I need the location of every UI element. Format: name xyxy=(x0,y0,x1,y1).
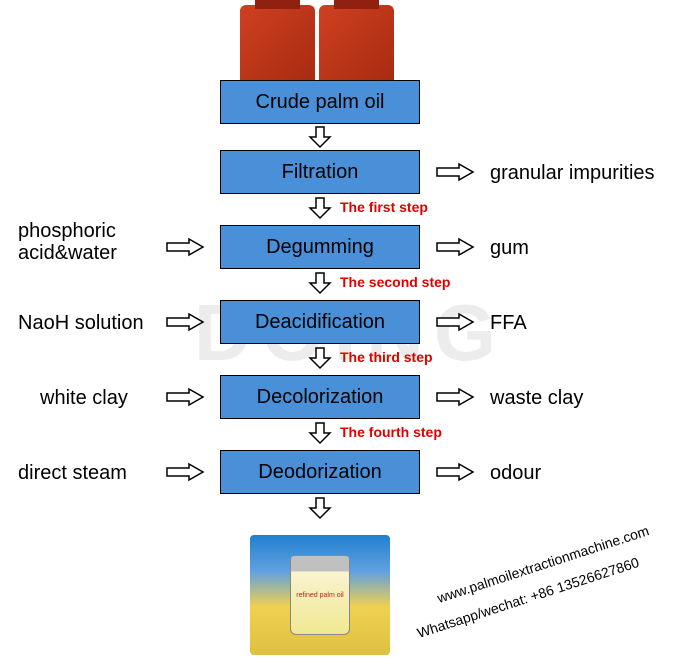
arrow-right-icon xyxy=(435,462,475,482)
step-label-1: The first step xyxy=(340,199,428,215)
box-degumming: Degumming xyxy=(220,225,420,269)
step-label-2: The second step xyxy=(340,274,450,290)
arrow-right-icon xyxy=(435,312,475,332)
arrow-right-icon xyxy=(165,387,205,407)
arrow-down-icon xyxy=(308,271,332,295)
step-label-3: The third step xyxy=(340,349,433,365)
input-phosphoric: phosphoric acid&water xyxy=(18,220,117,264)
arrow-right-icon xyxy=(435,162,475,182)
arrow-right-icon xyxy=(165,462,205,482)
arrow-down-icon xyxy=(308,421,332,445)
input-naoh: NaoH solution xyxy=(18,312,144,334)
arrow-down-icon xyxy=(308,346,332,370)
arrow-right-icon xyxy=(435,237,475,257)
input-white-clay: white clay xyxy=(40,387,128,409)
output-ffa: FFA xyxy=(490,312,527,334)
output-odour: odour xyxy=(490,462,541,484)
arrow-down-icon xyxy=(308,496,332,520)
jar-icon: refined palm oil xyxy=(290,555,350,635)
box-crude-palm-oil: Crude palm oil xyxy=(220,80,420,124)
output-gum: gum xyxy=(490,237,529,259)
output-granular: granular impurities xyxy=(490,162,655,184)
input-direct-steam: direct steam xyxy=(18,462,127,484)
box-filtration: Filtration xyxy=(220,150,420,194)
step-label-4: The fourth step xyxy=(340,424,442,440)
arrow-right-icon xyxy=(165,237,205,257)
output-waste-clay: waste clay xyxy=(490,387,583,409)
arrow-down-icon xyxy=(308,196,332,220)
arrow-right-icon xyxy=(165,312,205,332)
box-deacidification: Deacidification xyxy=(220,300,420,344)
refined-oil-image: refined palm oil xyxy=(250,535,390,655)
box-decolorization: Decolorization xyxy=(220,375,420,419)
flowchart-diagram: Crude palm oil Filtration Degumming Deac… xyxy=(0,0,700,666)
arrow-right-icon xyxy=(435,387,475,407)
box-deodorization: Deodorization xyxy=(220,450,420,494)
arrow-down-icon xyxy=(308,125,332,149)
